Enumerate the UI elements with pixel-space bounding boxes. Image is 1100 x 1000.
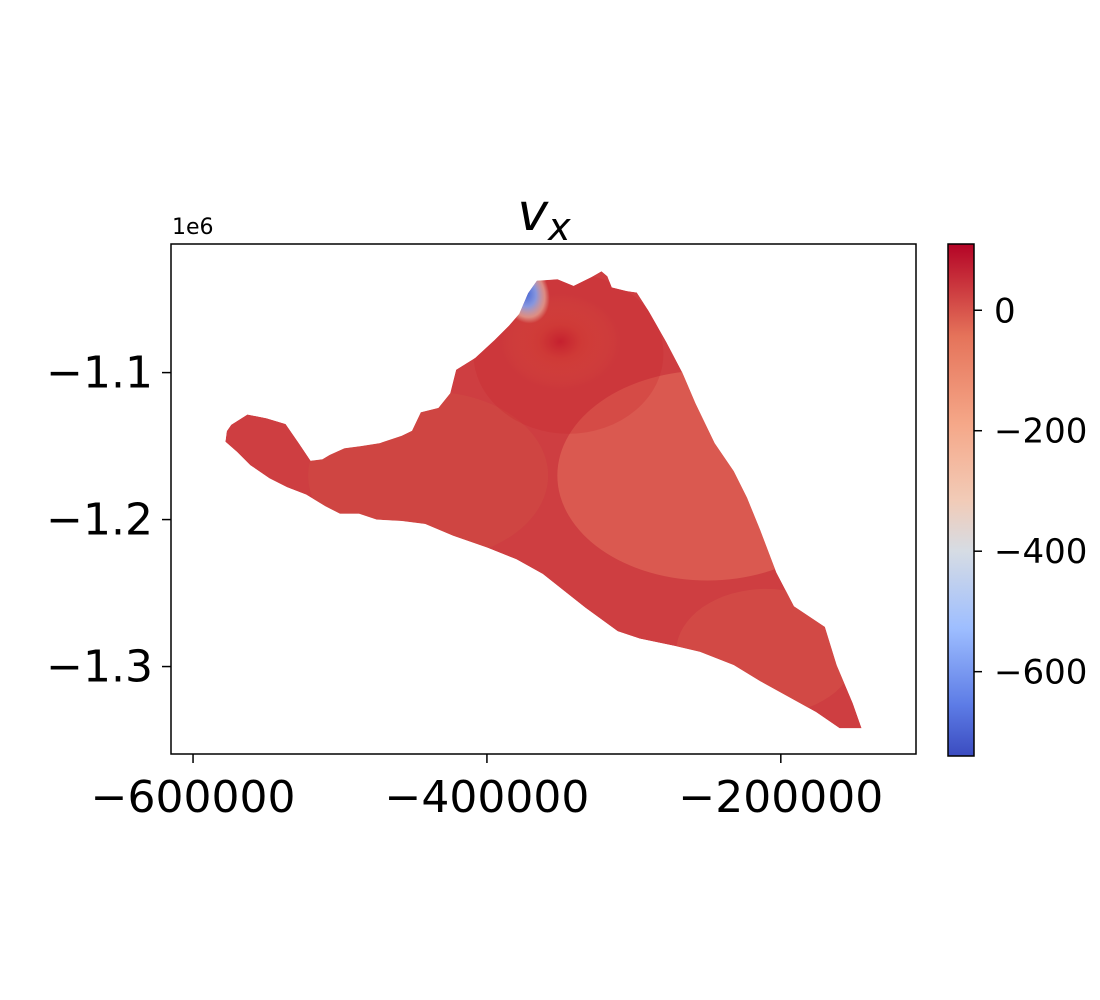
shading-patch-2 [676, 588, 857, 715]
axes-frame [170, 243, 917, 755]
colorbar-tick-label: −600 [994, 653, 1087, 693]
y-tick-label: −1.2 [46, 495, 153, 546]
velocity-field [225, 271, 862, 729]
y-tick-label: −1.3 [46, 642, 153, 693]
y-tick-label: −1.1 [46, 348, 153, 399]
positive-peak-core [500, 293, 621, 390]
colorbar: 0 −200 −400 −600 [947, 243, 1087, 757]
title-main: v [517, 183, 549, 243]
colorbar-tick-label: −200 [994, 412, 1087, 452]
colorbar-tick-label: −400 [994, 532, 1087, 572]
x-axis: −600000 −400000 −200000 [91, 754, 883, 823]
y-offset-label: 1e6 [172, 215, 214, 240]
x-tick-label: −400000 [385, 772, 590, 823]
chart-title: vx [517, 183, 571, 249]
y-axis: −1.1 −1.2 −1.3 [46, 348, 171, 693]
x-tick-label: −600000 [91, 772, 296, 823]
plot-area [225, 271, 862, 729]
colorbar-gradient [948, 244, 974, 756]
colorbar-frame [947, 243, 975, 757]
colorbar-tick-label: 0 [994, 291, 1016, 331]
title-subscript: x [547, 205, 571, 249]
domain-fill [225, 271, 862, 729]
x-tick-label: −200000 [678, 772, 883, 823]
